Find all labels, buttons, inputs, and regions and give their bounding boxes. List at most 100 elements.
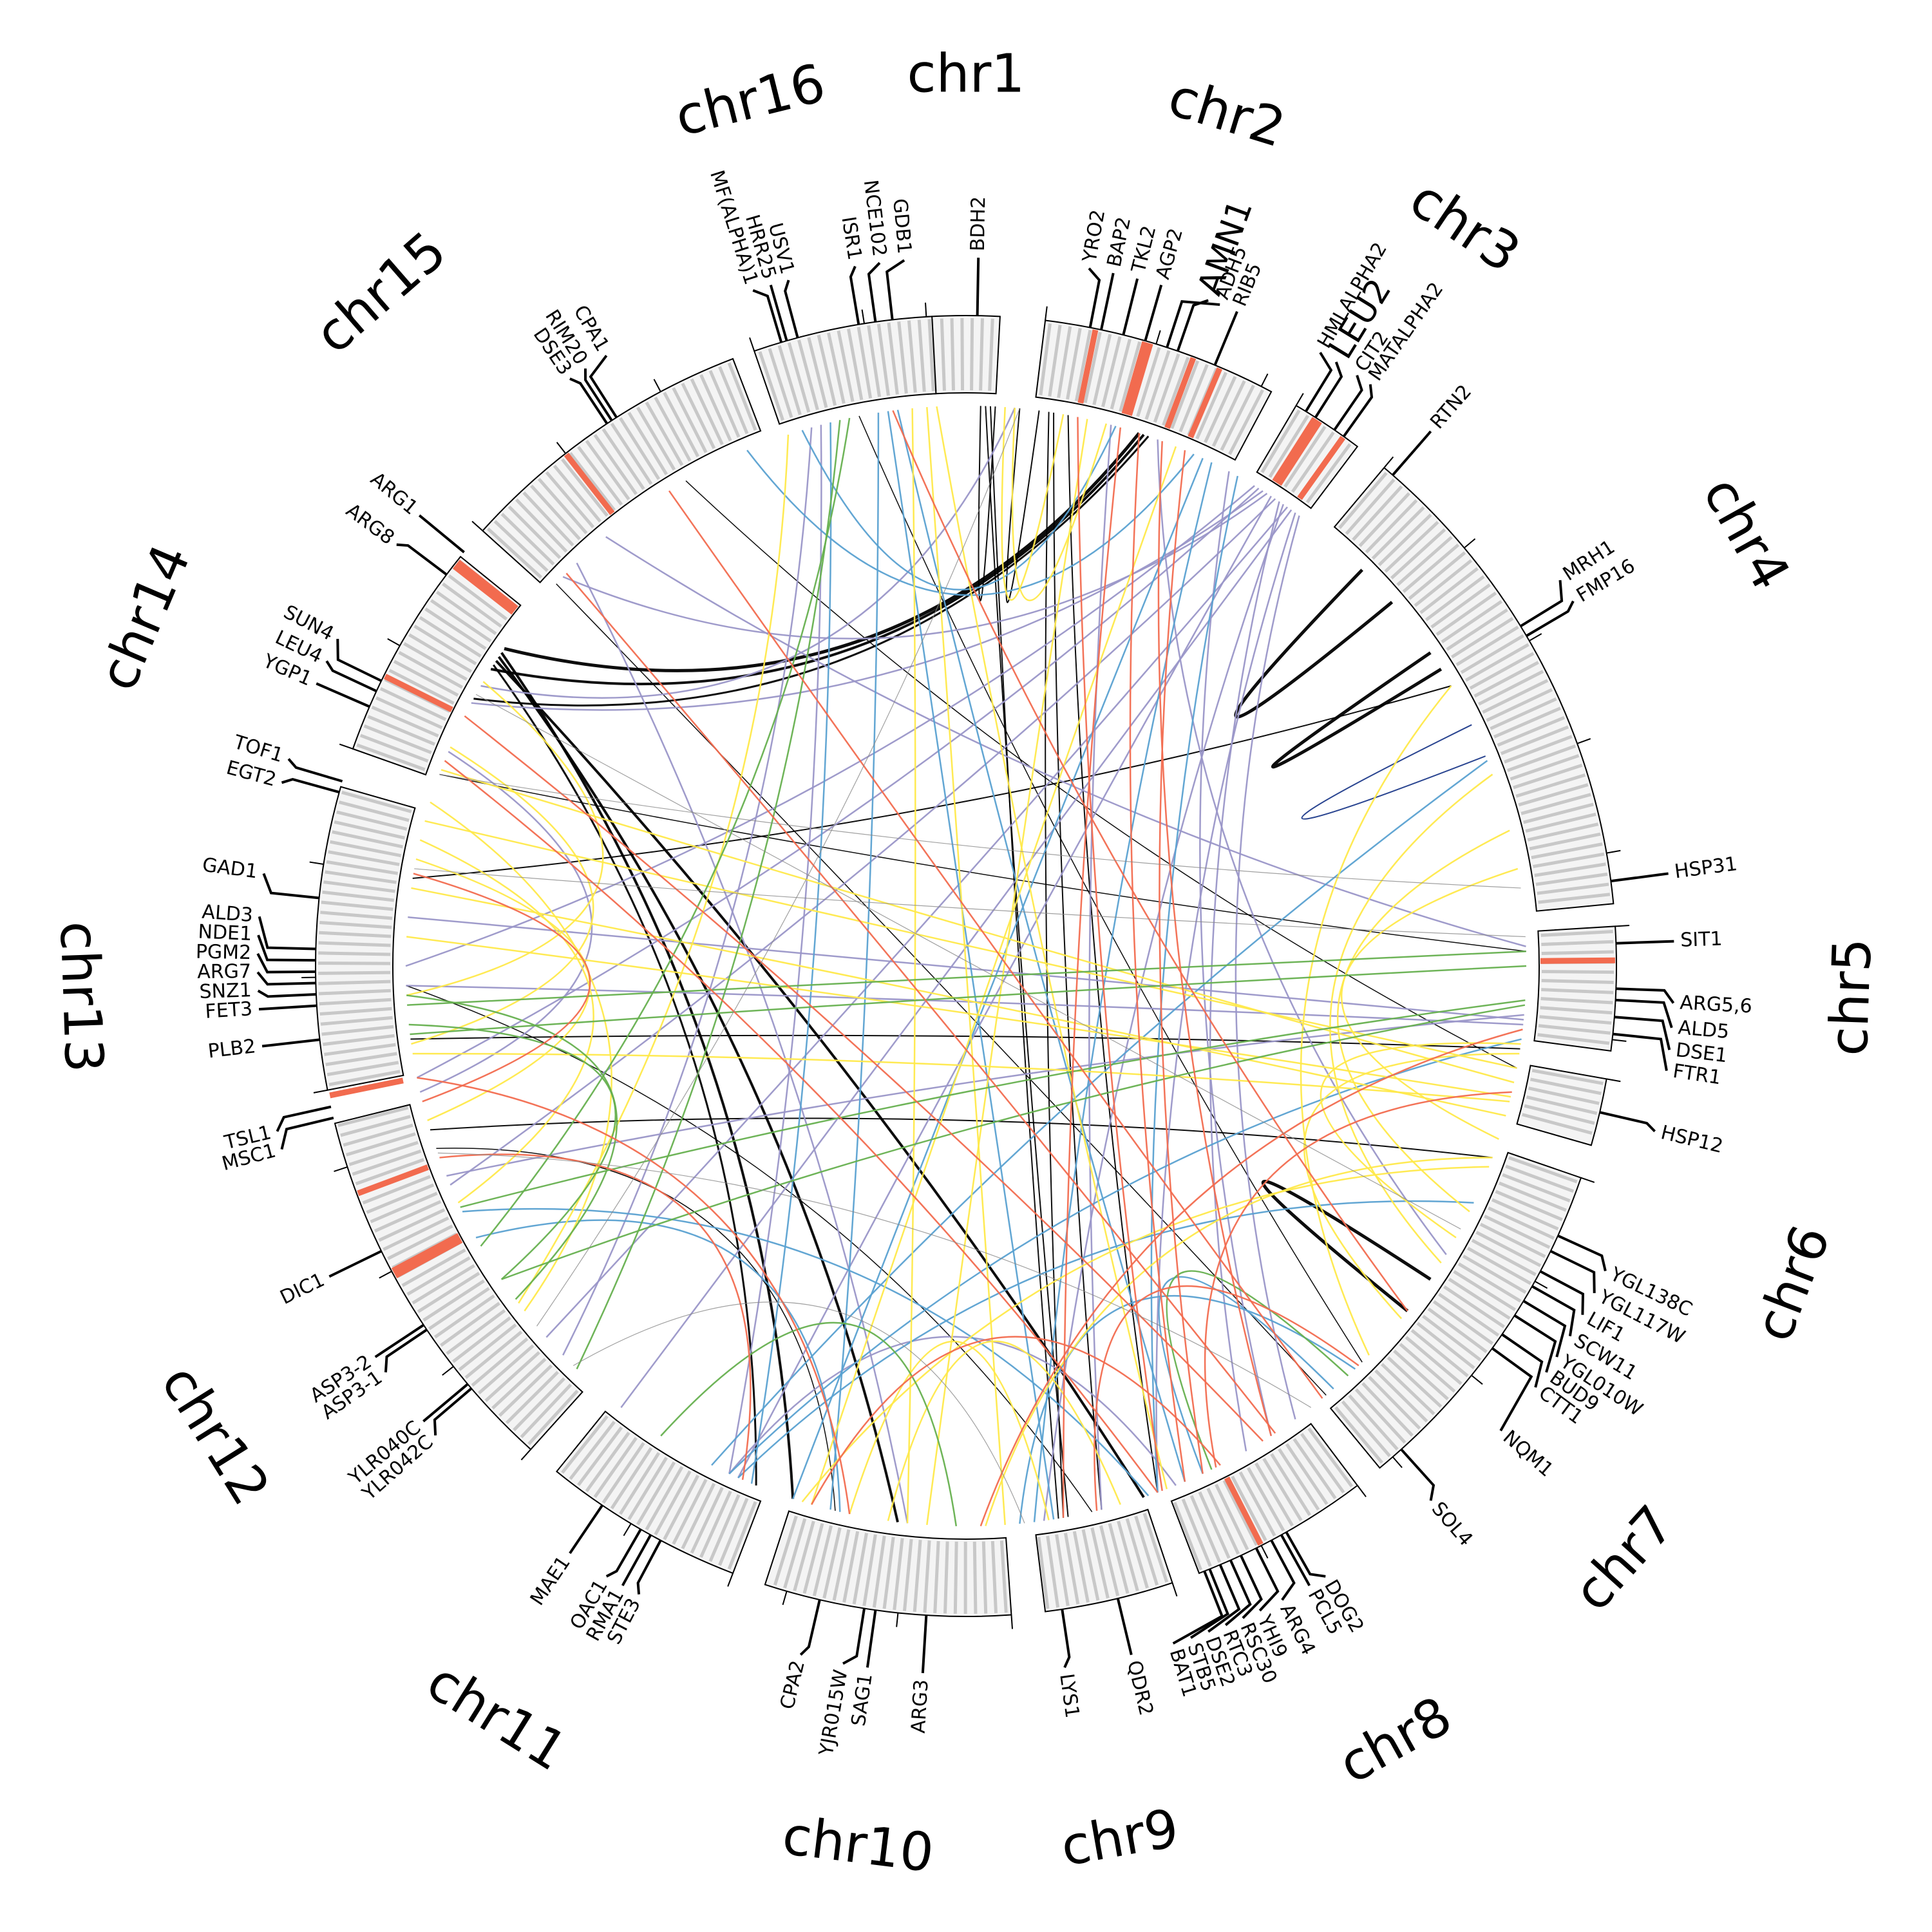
band-stripe <box>1408 551 1466 600</box>
highlight-band <box>329 1077 404 1099</box>
band-stripe <box>1341 1400 1391 1457</box>
band-stripe <box>1453 1270 1516 1311</box>
band-stripe <box>1455 625 1519 667</box>
link-62 <box>1158 1276 1334 1474</box>
band-stripe <box>1486 688 1553 722</box>
link-119 <box>1204 1091 1512 1468</box>
gene-leader <box>1240 1555 1263 1619</box>
scale-tick <box>1615 924 1630 927</box>
band-stripe <box>1374 1369 1428 1423</box>
band-stripe <box>718 1497 749 1566</box>
scale-tick <box>442 1366 454 1376</box>
chromosome-label-chr8: chr8 <box>1329 1685 1462 1796</box>
band-stripe <box>960 318 965 391</box>
scale-tick <box>1260 1545 1269 1558</box>
link-114 <box>444 760 1159 1493</box>
gene-arg3: ARG3 <box>907 1615 933 1734</box>
gene-leader <box>1599 1111 1656 1133</box>
link-44 <box>728 424 822 1474</box>
band-stripe <box>383 1216 450 1251</box>
band-stripe <box>319 1007 392 1016</box>
band-stripe <box>672 1479 708 1545</box>
band-stripe <box>1270 1453 1311 1516</box>
band-stripe <box>1334 1406 1383 1464</box>
band-stripe <box>990 1540 998 1614</box>
chromosome-chr2 <box>1035 306 1273 461</box>
band-stripe <box>387 1224 453 1260</box>
band-stripe <box>882 1537 895 1609</box>
band-stripe <box>999 1540 1008 1613</box>
link-31 <box>562 493 1268 639</box>
band-stripe <box>339 800 410 822</box>
band-stripe <box>433 1294 495 1339</box>
gene-leader <box>605 1528 642 1578</box>
band-stripe <box>1099 1525 1120 1596</box>
band-stripe <box>428 1287 490 1331</box>
band-stripe <box>812 1525 833 1596</box>
link-118 <box>811 1336 1221 1505</box>
link-4 <box>989 406 1059 1519</box>
chromosome-chr10 <box>764 1510 1013 1629</box>
link-77 <box>1337 829 1510 1213</box>
band-stripe <box>436 591 497 636</box>
gene-leader <box>433 1387 473 1435</box>
band-stripe <box>837 330 855 402</box>
band-stripe <box>699 1490 732 1558</box>
chromosome-label-chr11: chr11 <box>417 1651 578 1783</box>
band-stripe <box>1451 617 1514 659</box>
link-53 <box>750 422 832 1484</box>
gene-leader <box>1616 940 1674 945</box>
link-94 <box>848 1340 1050 1520</box>
band-stripe <box>1515 773 1586 798</box>
highlight-band <box>391 1233 460 1274</box>
band-stripe <box>610 1447 653 1510</box>
scale-tick <box>782 1591 788 1605</box>
link-106 <box>892 410 1408 1312</box>
scale-tick <box>924 302 927 317</box>
link-0 <box>504 432 1141 672</box>
gene-leader <box>1400 1448 1435 1501</box>
band-stripe <box>337 1106 409 1128</box>
scale-tick <box>1357 1485 1367 1497</box>
band-stripe <box>446 1309 506 1355</box>
band-stripe <box>1206 1488 1240 1555</box>
gene-leader <box>1144 285 1163 341</box>
link-89 <box>419 839 594 1204</box>
band-stripe <box>484 1351 540 1402</box>
chromosome-band-chr9 <box>1035 1508 1173 1613</box>
link-15 <box>1053 412 1103 1510</box>
band-stripe <box>654 1470 692 1536</box>
gene-leader <box>976 258 980 316</box>
band-stripe <box>451 1316 511 1363</box>
gene-leader <box>336 639 383 683</box>
gene-leader <box>1520 580 1564 627</box>
band-stripe <box>1528 1086 1600 1105</box>
gene-label-hsp31: HSP31 <box>1673 853 1739 883</box>
gene-label-gdb1: GDB1 <box>888 198 915 255</box>
link-52 <box>887 411 1055 1520</box>
link-29 <box>416 488 1260 1079</box>
chromosome-chr8 <box>1170 1423 1367 1575</box>
band-stripe <box>1072 1531 1090 1603</box>
link-86 <box>985 1157 1493 1526</box>
band-stripe <box>1478 670 1544 706</box>
band-stripe <box>1438 1293 1500 1337</box>
band-stripe <box>857 327 873 399</box>
band-stripe <box>636 1461 676 1526</box>
band-stripe <box>323 880 395 893</box>
band-stripe <box>1285 1443 1329 1505</box>
link-48 <box>1199 471 1273 1436</box>
band-stripe <box>1540 997 1613 1005</box>
band-stripe <box>681 383 716 450</box>
band-stripe <box>773 1515 798 1586</box>
highlight-band <box>383 674 453 713</box>
link-103 <box>406 994 618 1300</box>
gene-leader <box>621 1534 652 1587</box>
band-stripe <box>1247 1467 1285 1532</box>
band-stripe <box>388 668 455 705</box>
band-stripe <box>787 342 811 413</box>
band-stripe <box>318 941 391 947</box>
band-stripe <box>793 1520 815 1591</box>
band-stripe <box>1510 753 1580 781</box>
chromosome-label-chr3: chr3 <box>1399 168 1531 285</box>
